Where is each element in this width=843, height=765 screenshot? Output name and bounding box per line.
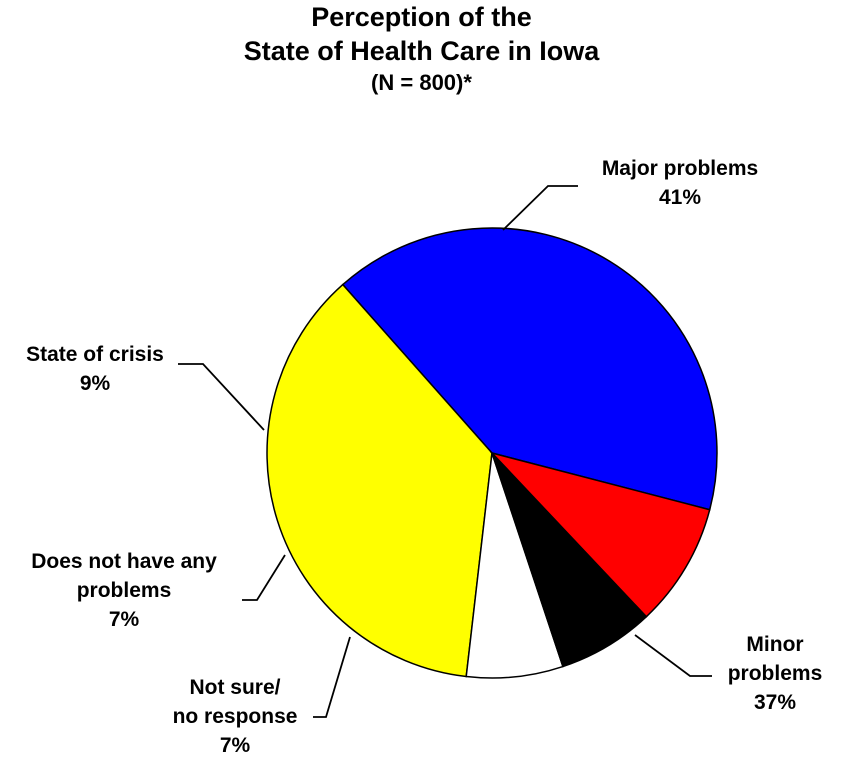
label-no-problems: Does not have any problems 7% [0,547,248,634]
label-no-problems-text-1: Does not have any [31,550,217,573]
label-state-of-crisis: State of crisis 9% [0,340,190,398]
label-state-of-crisis-text: State of crisis [26,343,164,366]
label-no-problems-value: 7% [108,608,140,631]
slice-minor-problems [266,283,493,678]
label-minor-problems-value: 37% [753,691,797,714]
label-not-sure-text-1: Not sure/ [189,676,281,699]
label-major-problems-value: 41% [658,186,702,209]
chart-title: Perception of the State of Health Care i… [0,0,843,98]
slice-state-of-crisis [489,451,711,618]
leader-minor-problems [634,634,712,677]
leader-major-problems [502,185,578,231]
leader-state-of-crisis [178,363,265,431]
label-major-problems-text: Major problems [601,157,759,180]
slice-major-problems [341,227,718,511]
label-major-problems: Major problems 41% [575,154,785,212]
label-minor-problems-text-1: Minor [746,633,804,656]
label-no-problems-text-2: problems [76,579,172,602]
label-minor-problems: Minor problems 37% [715,630,835,717]
label-not-sure-text-2: no response [172,705,298,728]
label-minor-problems-text-2: problems [727,662,823,685]
chart-title-line-1: Perception of the [311,2,532,32]
leader-not-sure [313,636,351,718]
chart-subtitle: (N = 800)* [371,70,472,95]
chart-title-line-2: State of Health Care in Iowa [243,36,600,66]
leader-no-problems [242,554,286,601]
label-state-of-crisis-value: 9% [79,372,111,395]
label-not-sure: Not sure/ no response 7% [150,673,320,760]
label-not-sure-value: 7% [219,734,251,757]
